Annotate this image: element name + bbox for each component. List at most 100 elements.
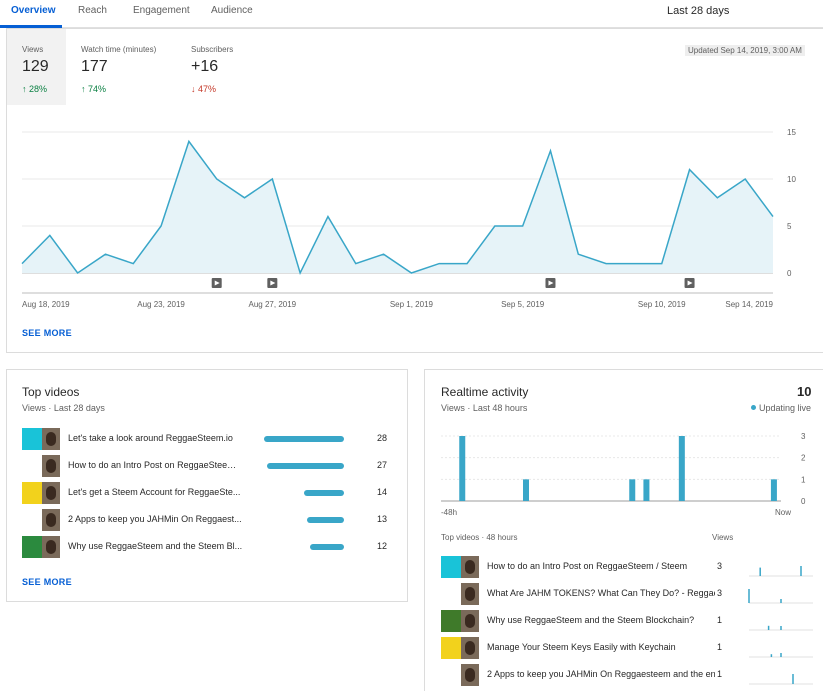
video-views: 1 xyxy=(717,669,723,679)
realtime-bar[interactable] xyxy=(770,479,777,501)
views-line xyxy=(21,139,774,276)
video-thumbnail[interactable] xyxy=(441,610,479,632)
video-title[interactable]: Why use ReggaeSteem and the Steem Blockc… xyxy=(487,615,695,625)
x-tick-label: Sep 10, 2019 xyxy=(638,300,686,309)
realtime-bar[interactable] xyxy=(643,479,650,501)
tab-engagement[interactable]: Engagement xyxy=(133,5,190,16)
video-marker-icon[interactable] xyxy=(684,278,695,288)
video-title[interactable]: Let's get a Steem Account for ReggaeSte.… xyxy=(68,487,241,497)
video-title[interactable]: 2 Apps to keep you JAHMin On Reggaest... xyxy=(68,514,242,524)
views-column-label: Views xyxy=(712,533,734,542)
metric-value: 177 xyxy=(81,58,108,75)
see-more-link[interactable]: SEE MORE xyxy=(22,577,72,587)
video-views: 1 xyxy=(717,615,723,625)
views-bar xyxy=(310,544,344,550)
sparkline xyxy=(749,674,813,685)
x-tick-label: Aug 23, 2019 xyxy=(137,300,185,309)
x-tick-label: -48h xyxy=(441,508,457,517)
y-tick-label: 5 xyxy=(787,222,792,231)
realtime-bar[interactable] xyxy=(523,479,529,501)
top-video-row[interactable]: Let's get a Steem Account for ReggaeSte.… xyxy=(22,482,402,504)
arrow-up-icon: ↑ xyxy=(22,84,27,94)
y-tick-label: 0 xyxy=(787,269,792,278)
video-thumbnail[interactable] xyxy=(22,428,60,450)
tab-overview[interactable]: Overview xyxy=(11,5,56,16)
x-tick-label: Aug 18, 2019 xyxy=(22,300,70,309)
metric-watch-time[interactable]: Watch time (minutes) 177 ↑ 74% xyxy=(66,29,176,105)
y-tick-label: 0 xyxy=(801,497,806,506)
video-views: 12 xyxy=(376,541,387,551)
metric-subscribers[interactable]: Subscribers +16 ↓ 47% xyxy=(176,29,276,105)
video-views: 27 xyxy=(376,460,387,470)
video-marker-icon[interactable] xyxy=(545,278,556,288)
sparkline xyxy=(749,625,813,631)
y-tick-label: 2 xyxy=(801,454,806,463)
video-title[interactable]: Why use ReggaeSteem and the Steem Bl... xyxy=(68,541,243,551)
video-marker-icon[interactable] xyxy=(211,278,222,288)
arrow-up-icon: ↑ xyxy=(81,84,86,94)
tab-bar: Overview Reach Engagement Audience Last … xyxy=(0,0,823,28)
video-title[interactable]: Manage Your Steem Keys Easily with Keych… xyxy=(487,642,676,652)
realtime-video-row[interactable]: What Are JAHM TOKENS? What Can They Do? … xyxy=(441,583,821,605)
overview-card: Views 129 ↑ 28% Watch time (minutes) 177… xyxy=(6,28,823,353)
realtime-bar[interactable] xyxy=(459,436,466,501)
arrow-down-icon: ↓ xyxy=(191,84,196,94)
realtime-bar[interactable] xyxy=(678,436,685,501)
video-thumbnail[interactable] xyxy=(22,455,60,477)
realtime-card: Realtime activity Views · Last 48 hours … xyxy=(424,369,823,691)
metric-change: ↑ 74% xyxy=(81,84,107,94)
realtime-video-row[interactable]: How to do an Intro Post on ReggaeSteem /… xyxy=(441,556,821,578)
sparkline xyxy=(748,589,813,604)
updated-timestamp: Updated Sep 14, 2019, 3:00 AM xyxy=(685,45,805,56)
realtime-video-row[interactable]: 2 Apps to keep you JAHMin On Reggaesteem… xyxy=(441,664,821,686)
video-views: 1 xyxy=(717,642,723,652)
top-video-row[interactable]: 2 Apps to keep you JAHMin On Reggaest...… xyxy=(22,509,402,531)
tab-audience[interactable]: Audience xyxy=(211,5,253,16)
top-video-row[interactable]: Why use ReggaeSteem and the Steem Bl... 1… xyxy=(22,536,402,558)
x-tick-label: Aug 27, 2019 xyxy=(249,300,297,309)
video-thumbnail[interactable] xyxy=(22,536,60,558)
card-subtitle: Views · Last 28 days xyxy=(22,403,105,413)
metric-change: ↑ 28% xyxy=(22,84,48,94)
metric-views[interactable]: Views 129 ↑ 28% xyxy=(7,29,66,105)
video-title[interactable]: What Are JAHM TOKENS? What Can They Do? … xyxy=(487,588,715,598)
card-title: Realtime activity xyxy=(441,385,529,399)
video-thumbnail[interactable] xyxy=(441,556,479,578)
y-tick-label: 15 xyxy=(787,128,796,137)
views-chart: 0 5 10 15 Aug 18, 2019 Aug 23, 2019 Aug 27, 20… xyxy=(21,128,796,309)
realtime-chart: 0 1 2 3 -48h Now xyxy=(441,432,806,517)
metric-value: 129 xyxy=(22,58,49,75)
top-videos-48h-label: Top videos · 48 hours xyxy=(441,533,518,542)
video-thumbnail[interactable] xyxy=(441,664,479,686)
video-marker-icon[interactable] xyxy=(267,278,278,288)
video-thumbnail[interactable] xyxy=(22,482,60,504)
see-more-link[interactable]: SEE MORE xyxy=(22,328,72,338)
video-title[interactable]: 2 Apps to keep you JAHMin On Reggaesteem… xyxy=(487,669,715,679)
tab-reach[interactable]: Reach xyxy=(78,5,107,16)
video-thumbnail[interactable] xyxy=(441,637,479,659)
realtime-video-row[interactable]: Manage Your Steem Keys Easily with Keych… xyxy=(441,637,821,659)
sparkline xyxy=(749,566,813,577)
metric-value: +16 xyxy=(191,58,219,75)
video-title[interactable]: How to do an Intro Post on ReggaeSteem /… xyxy=(487,561,688,571)
card-title: Top videos xyxy=(22,385,80,399)
video-views: 13 xyxy=(376,514,387,524)
top-video-row[interactable]: Let's take a look around ReggaeSteem.io 2… xyxy=(22,428,402,450)
active-tab-indicator xyxy=(0,25,62,28)
top-video-row[interactable]: How to do an Intro Post on ReggaeSteem .… xyxy=(22,455,402,477)
views-bar xyxy=(264,436,344,442)
realtime-bar[interactable] xyxy=(629,479,636,501)
sparkline xyxy=(749,653,813,658)
y-tick-label: 10 xyxy=(787,175,796,184)
card-subtitle: Views · Last 48 hours xyxy=(441,403,528,413)
metric-label: Watch time (minutes) xyxy=(81,45,157,54)
live-indicator: Updating live xyxy=(751,403,811,413)
video-thumbnail[interactable] xyxy=(22,509,60,531)
top-videos-card: Top videos Views · Last 28 days Let's ta… xyxy=(6,369,408,602)
video-title[interactable]: How to do an Intro Post on ReggaeSteem .… xyxy=(68,460,243,470)
realtime-video-row[interactable]: Why use ReggaeSteem and the Steem Blockc… xyxy=(441,610,821,632)
video-thumbnail[interactable] xyxy=(441,583,479,605)
views-bar xyxy=(304,490,344,496)
date-range-selector[interactable]: Last 28 days xyxy=(667,5,730,17)
video-title[interactable]: Let's take a look around ReggaeSteem.io xyxy=(68,433,233,443)
